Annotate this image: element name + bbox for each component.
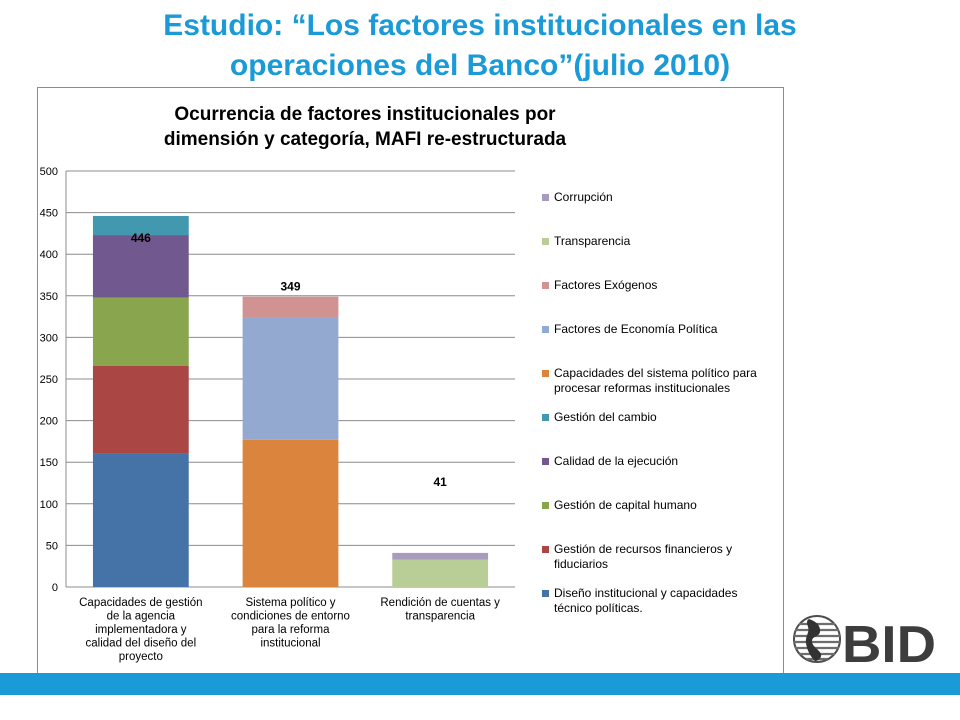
legend-swatch bbox=[542, 546, 549, 553]
slide-title: Estudio: “Los factores institucionales e… bbox=[0, 6, 960, 86]
bottom-bar bbox=[0, 673, 960, 695]
x-category-label: Sistema político y condiciones de entorno… bbox=[231, 597, 350, 650]
y-tick-label: 300 bbox=[40, 332, 58, 344]
legend-swatch bbox=[542, 458, 549, 465]
legend-swatch bbox=[542, 238, 549, 245]
globe-icon bbox=[793, 615, 841, 663]
legend-swatch bbox=[542, 370, 549, 377]
legend-label: Calidad de la ejecución bbox=[554, 454, 679, 468]
y-tick-label: 400 bbox=[40, 249, 58, 261]
y-tick-label: 100 bbox=[40, 499, 58, 511]
legend-swatch bbox=[542, 502, 549, 509]
bar-segment bbox=[242, 317, 339, 440]
legend-label: Gestión de capital humano bbox=[554, 498, 697, 512]
bar-segment bbox=[92, 215, 189, 236]
slide-title-line-1: Estudio: “Los factores institucionales e… bbox=[163, 9, 797, 42]
legend-label: Capacidades del sistema político para pro… bbox=[554, 366, 757, 395]
bar-segment bbox=[242, 296, 339, 318]
legend-swatch bbox=[542, 194, 549, 201]
bar-segment bbox=[92, 453, 189, 587]
bar-segment bbox=[392, 559, 489, 587]
bar-segment bbox=[92, 365, 189, 454]
bar-segment bbox=[242, 439, 339, 587]
legend-label: Transparencia bbox=[554, 234, 631, 248]
bar-total-label: 349 bbox=[280, 280, 300, 294]
bar-segment bbox=[392, 552, 489, 560]
legend-label: Gestión del cambio bbox=[554, 410, 657, 424]
y-tick-label: 200 bbox=[40, 416, 58, 428]
legend-swatch bbox=[542, 414, 549, 421]
bar-total-label: 446 bbox=[131, 231, 151, 245]
bar-segment bbox=[92, 297, 189, 366]
x-category-label: Rendición de cuentas y transparencia bbox=[380, 597, 500, 623]
legend-swatch bbox=[542, 326, 549, 333]
y-tick-label: 250 bbox=[40, 374, 58, 386]
y-tick-label: 150 bbox=[40, 457, 58, 469]
legend-label: Diseño institucional y capacidades técnic… bbox=[554, 586, 738, 615]
y-tick-label: 50 bbox=[46, 540, 58, 552]
logo-text: BID bbox=[842, 616, 936, 667]
chart-title: Ocurrencia de factores institucionales p… bbox=[60, 102, 670, 152]
legend-label: Gestión de recursos financieros y fiducia… bbox=[554, 542, 733, 571]
slide-title-line-2: operaciones del Banco”(julio 2010) bbox=[229, 49, 731, 82]
bar-segment bbox=[92, 235, 189, 298]
y-tick-label: 350 bbox=[40, 291, 58, 303]
legend-swatch bbox=[542, 590, 549, 597]
legend-swatch bbox=[542, 282, 549, 289]
chart-title-line-1: Ocurrencia de factores institucionales p… bbox=[174, 104, 556, 125]
legend-label: Factores Exógenos bbox=[554, 278, 658, 292]
bid-logo: BID bbox=[793, 615, 936, 667]
legend-label: Corrupción bbox=[554, 190, 613, 204]
legend-label: Factores de Economía Política bbox=[554, 322, 718, 336]
y-tick-label: 0 bbox=[52, 582, 58, 594]
x-category-label: Capacidades de gestión de la agencia imple… bbox=[79, 597, 202, 663]
chart-title-line-2: dimensión y categoría, MAFI re-estructur… bbox=[163, 129, 567, 150]
bar-total-label: 41 bbox=[433, 475, 447, 489]
y-tick-label: 500 bbox=[40, 166, 58, 178]
y-tick-label: 450 bbox=[40, 208, 58, 220]
